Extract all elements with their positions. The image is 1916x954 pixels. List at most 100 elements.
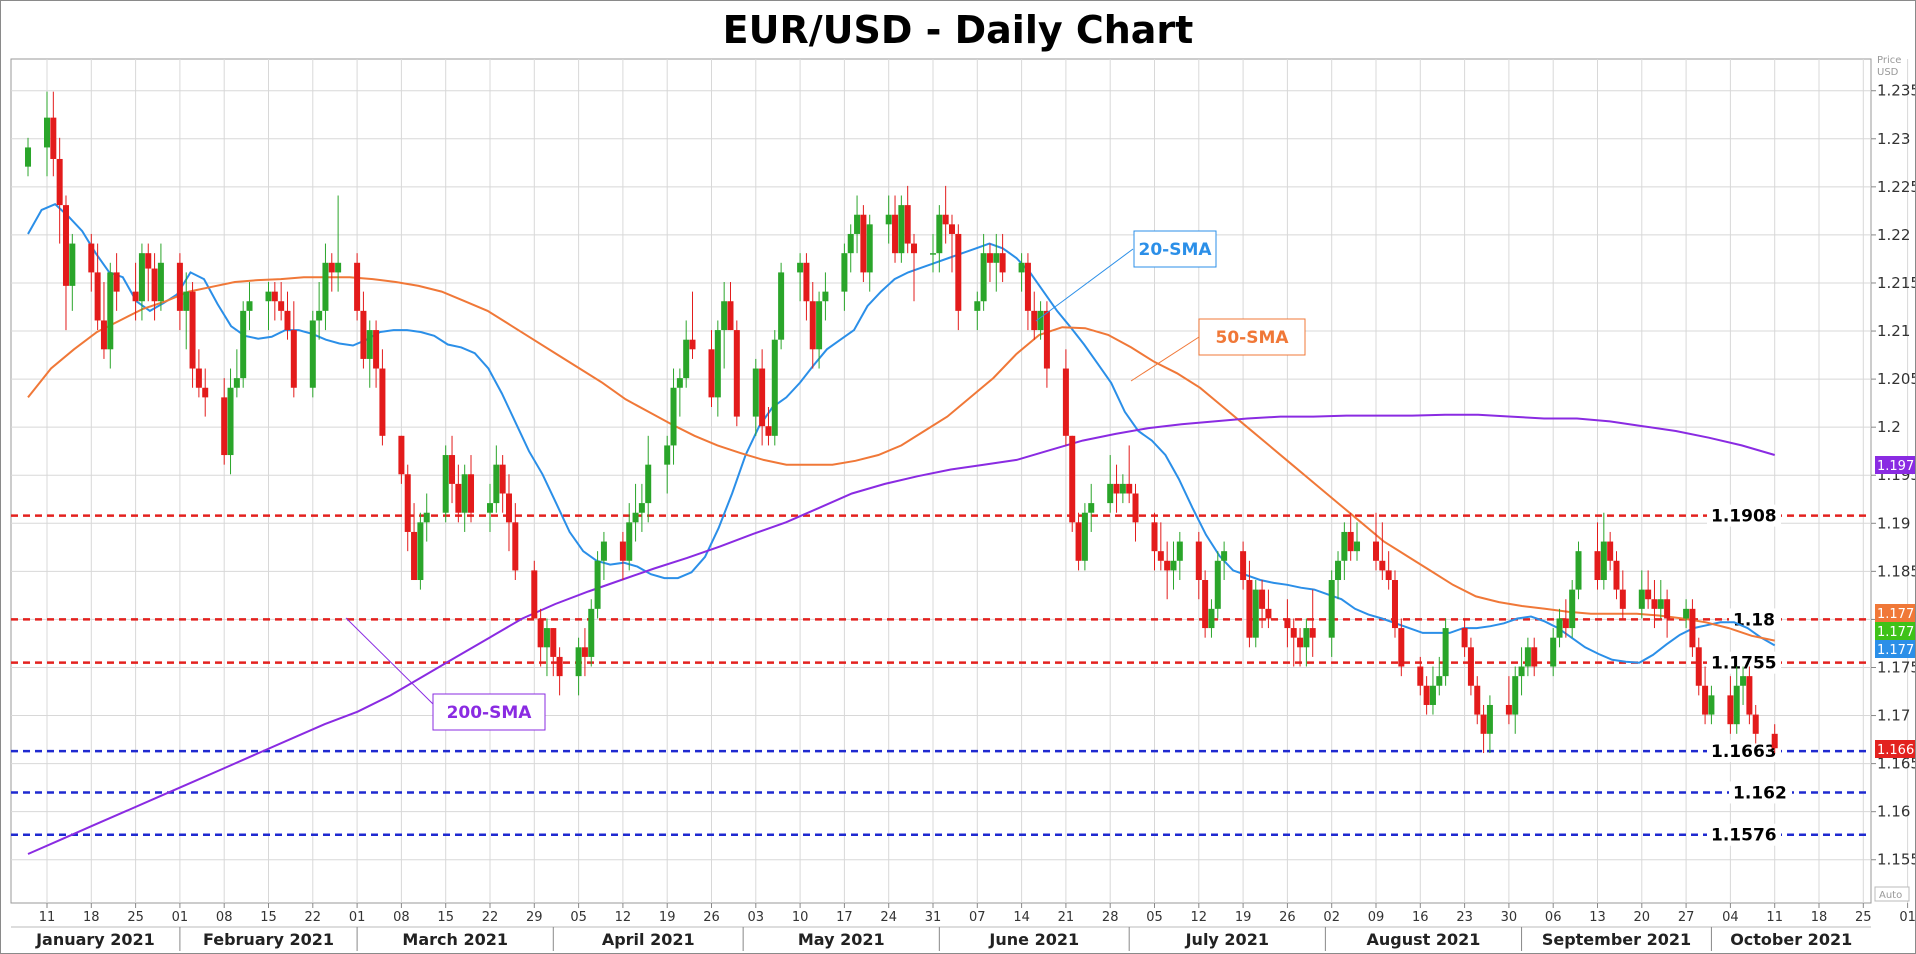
candle-body <box>556 656 563 677</box>
candle-body <box>44 117 50 148</box>
annotation-label: 20-SMA <box>1138 240 1212 260</box>
level-label: 1.18 <box>1733 610 1775 630</box>
x-tick-label: 13 <box>1589 910 1606 925</box>
candle-body <box>373 330 380 369</box>
annotation-pointer <box>345 617 434 705</box>
candle-body <box>145 253 152 269</box>
candle-body <box>1467 647 1474 686</box>
candle-body <box>866 224 873 273</box>
price-tag-label: 1.1773 <box>1877 625 1915 640</box>
y-unit-label: USD <box>1877 67 1899 78</box>
candle-body <box>948 224 955 234</box>
candle-body <box>1309 628 1316 638</box>
y-tick-label: 1.175 <box>1877 658 1915 676</box>
candle-body <box>151 268 158 302</box>
x-tick-label: 01 <box>172 910 189 925</box>
candle-body <box>1107 483 1114 504</box>
candle-body <box>1328 580 1335 638</box>
candle-body <box>1208 608 1215 629</box>
candle-body <box>1391 580 1398 629</box>
y-tick-label: 1.235 <box>1877 82 1915 100</box>
month-label: October 2021 <box>1730 930 1852 949</box>
candle-body <box>733 330 740 417</box>
y-tick-label: 1.2 <box>1877 418 1901 436</box>
candle-body <box>1531 647 1538 667</box>
x-tick-label: 17 <box>836 910 853 925</box>
x-tick-label: 10 <box>792 910 809 925</box>
candle-body <box>1252 589 1259 638</box>
candle-body <box>847 233 854 254</box>
candle-body <box>246 301 253 311</box>
candle-body <box>778 272 785 340</box>
x-tick-label: 24 <box>880 910 897 925</box>
x-tick-label: 30 <box>1501 910 1518 925</box>
candle-body <box>1638 589 1645 609</box>
y-tick-label: 1.16 <box>1877 803 1910 821</box>
candle-body <box>195 368 202 388</box>
candle-body <box>1043 310 1050 369</box>
level-label-bg <box>1707 504 1781 527</box>
y-tick-label: 1.225 <box>1877 178 1915 196</box>
candle-body <box>1461 628 1468 648</box>
candle-body <box>911 243 918 254</box>
sma-line <box>27 203 1776 664</box>
candle-body <box>1354 541 1361 552</box>
candle-body <box>316 310 323 321</box>
x-tick-label: 01 <box>349 910 366 925</box>
price-tag-label: 1.1970 <box>1877 459 1915 474</box>
annotation-pointer <box>1035 248 1134 322</box>
candle-body <box>664 445 671 465</box>
candle-body <box>1157 551 1164 561</box>
candle-body <box>1518 666 1525 677</box>
x-tick-label: 01 <box>1899 910 1915 925</box>
candle-body <box>898 205 905 254</box>
x-tick-label: 23 <box>1456 910 1473 925</box>
candle-body <box>138 253 145 302</box>
x-tick-label: 05 <box>1146 910 1163 925</box>
candle-body <box>1170 560 1177 571</box>
candle-body <box>1486 704 1493 734</box>
x-tick-label: 04 <box>1722 910 1739 925</box>
x-tick-label: 02 <box>1323 910 1340 925</box>
candle-body <box>1151 522 1158 552</box>
candle-body <box>1664 599 1671 619</box>
price-tag <box>1875 604 1915 622</box>
candle-body <box>797 262 804 273</box>
candle-body <box>1651 599 1658 609</box>
candle-body <box>442 455 449 513</box>
candle-body <box>1752 714 1759 734</box>
candle-body <box>189 291 196 369</box>
candle-body <box>183 291 190 311</box>
candle-body <box>904 205 911 244</box>
x-tick-label: 15 <box>437 910 454 925</box>
candle-body <box>936 214 943 254</box>
sma-lines <box>27 203 1776 855</box>
grid <box>10 58 1909 904</box>
level-label-bg <box>1707 740 1781 763</box>
candle-body <box>69 243 76 286</box>
x-tick-label: 12 <box>1191 910 1208 925</box>
x-tick-label: 18 <box>83 910 100 925</box>
level-label: 1.1755 <box>1711 654 1777 674</box>
candle-body <box>354 262 361 311</box>
candle-body <box>626 522 633 561</box>
candle-body <box>1645 589 1652 600</box>
candle-body <box>1600 541 1607 581</box>
candle-body <box>100 320 107 350</box>
candle-body <box>157 262 164 302</box>
candle-body <box>1164 560 1171 571</box>
candle-body <box>94 272 101 321</box>
candle-body <box>1657 599 1664 609</box>
price-tag <box>1875 456 1915 474</box>
candle-body <box>1246 580 1253 638</box>
y-tick-label: 1.205 <box>1877 370 1915 388</box>
candle-body <box>1031 310 1038 331</box>
candle-body <box>575 647 582 677</box>
candle-body <box>689 339 696 350</box>
month-label: September 2021 <box>1542 930 1691 949</box>
month-label: January 2021 <box>35 930 155 949</box>
candle-body <box>1373 541 1379 561</box>
candle-body <box>107 272 114 350</box>
